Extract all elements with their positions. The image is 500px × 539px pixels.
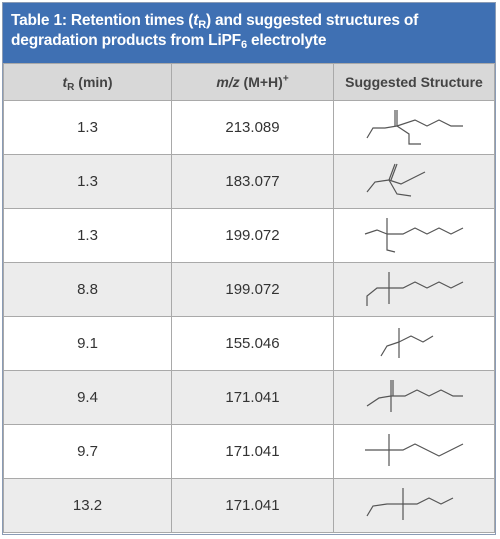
table-row: 1.3 183.077 <box>3 154 495 209</box>
header-text: R <box>67 82 75 93</box>
structure-drawing <box>366 379 463 412</box>
bond <box>396 125 421 145</box>
table: tR (min) m/z (M+H)+ Suggested Structure … <box>3 63 495 533</box>
table-cell: 9.4 <box>3 370 172 425</box>
structure-drawing <box>380 327 434 358</box>
table-cell: 171.041 <box>171 370 334 425</box>
bond <box>390 163 398 180</box>
table-row: 8.8 199.072 <box>3 262 495 317</box>
structure-cell <box>333 154 495 209</box>
structure-drawing <box>366 163 426 197</box>
header-cell: Suggested Structure <box>333 63 495 101</box>
bond <box>366 286 389 306</box>
table-cell: 8.8 <box>3 262 172 317</box>
table-row: 9.4 171.041 <box>3 370 495 425</box>
table-row: 9.7 171.041 <box>3 424 495 479</box>
structure-cell <box>333 208 495 263</box>
title-text: R <box>198 19 206 31</box>
structure-drawing <box>366 487 454 520</box>
table-cell: 199.072 <box>171 208 334 263</box>
header-text: (min) <box>74 74 113 90</box>
table-cell: 183.077 <box>171 154 334 209</box>
header-text: m/z <box>216 74 240 90</box>
structure-drawing <box>365 433 464 466</box>
header-cell: m/z (M+H)+ <box>171 63 334 101</box>
table-cell: 1.3 <box>3 154 172 209</box>
structure-drawing <box>364 217 464 253</box>
bond <box>388 179 412 197</box>
table-cell: 213.089 <box>171 100 334 155</box>
title-text: 6 <box>240 39 247 51</box>
bond <box>389 280 464 289</box>
bond <box>403 496 454 505</box>
bond <box>389 442 464 457</box>
header-cell: tR (min) <box>3 63 172 101</box>
title-text: Table 1: Retention times ( <box>11 12 194 29</box>
table-cell: 9.1 <box>3 316 172 371</box>
table-cell: 9.7 <box>3 424 172 479</box>
bond <box>386 233 396 253</box>
title-text: electrolyte <box>246 32 327 49</box>
bond <box>391 388 463 397</box>
table-cell: 171.041 <box>171 478 334 533</box>
table-cell: 155.046 <box>171 316 334 371</box>
structure-cell <box>333 478 495 533</box>
structure-cell <box>333 316 495 371</box>
structure-cell <box>333 424 495 479</box>
table-row: 1.3 199.072 <box>3 208 495 263</box>
bond <box>398 334 434 343</box>
table-figure: Table 1: Retention times (tR) and sugges… <box>2 2 496 535</box>
bond <box>366 394 392 406</box>
bond <box>366 178 390 192</box>
bond <box>366 124 398 138</box>
bond <box>388 170 426 185</box>
table-cell: 13.2 <box>3 478 172 533</box>
table-cell: 199.072 <box>171 262 334 317</box>
table-row: 9.1 155.046 <box>3 316 495 371</box>
table-row: 1.3 213.089 <box>3 100 495 155</box>
header-text: (M+H) <box>239 74 283 90</box>
table-cell: 171.041 <box>171 424 334 479</box>
structure-drawing <box>366 271 464 306</box>
bond <box>364 228 388 235</box>
structure-cell <box>333 100 495 155</box>
structure-cell <box>333 370 495 425</box>
title-text: t <box>193 12 199 29</box>
bond <box>396 118 463 127</box>
structure-cell <box>333 262 495 317</box>
bond <box>388 163 396 180</box>
table-row: 13.2 171.041 <box>3 478 495 533</box>
header-text: Suggested Structure <box>345 74 483 90</box>
bond <box>387 226 464 235</box>
bond <box>380 340 400 356</box>
title: Table 1: Retention times (tR) and sugges… <box>3 3 495 63</box>
title-text: ) and suggested structures of degradatio… <box>11 12 419 49</box>
header-text: t <box>62 74 68 90</box>
header-text: + <box>282 73 289 85</box>
table-cell: 1.3 <box>3 208 172 263</box>
bond <box>366 502 388 516</box>
header-row: tR (min) m/z (M+H)+ Suggested Structure <box>3 63 495 101</box>
table-cell: 1.3 <box>3 100 172 155</box>
table-body: 1.3 213.089 1.3 183.077 1.3 199.072 8.8 199.072… <box>3 100 495 533</box>
structure-drawing <box>366 109 463 145</box>
